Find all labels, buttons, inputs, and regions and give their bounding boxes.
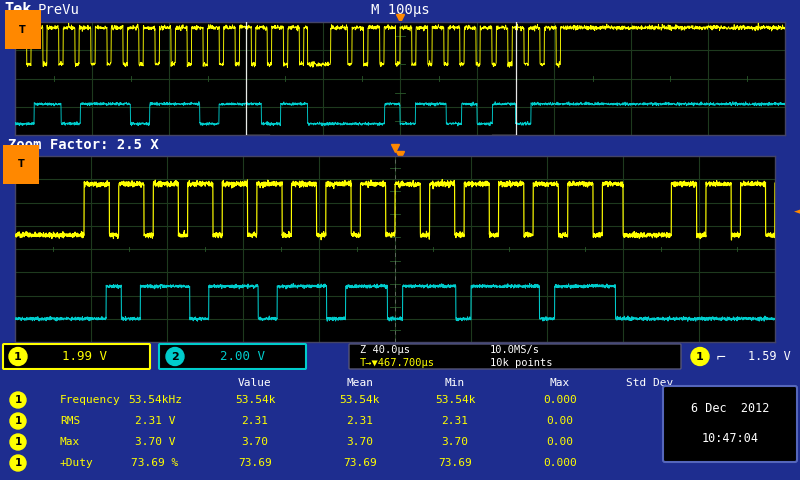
FancyBboxPatch shape — [159, 344, 306, 369]
Text: M 100μs: M 100μs — [370, 3, 430, 17]
Text: 1: 1 — [14, 437, 22, 447]
Circle shape — [10, 434, 26, 450]
Text: 0.000: 0.000 — [543, 395, 577, 405]
Circle shape — [10, 455, 26, 471]
Text: ◄: ◄ — [794, 205, 800, 218]
Text: 2.31: 2.31 — [442, 416, 469, 426]
Text: 1: 1 — [696, 351, 704, 361]
Text: 1: 1 — [14, 351, 22, 361]
Circle shape — [166, 348, 184, 365]
Circle shape — [9, 348, 27, 365]
Text: 1: 1 — [14, 458, 22, 468]
Text: 2: 2 — [171, 351, 179, 361]
Text: T: T — [19, 25, 26, 35]
Text: +Duty: +Duty — [60, 458, 94, 468]
Circle shape — [691, 348, 709, 365]
Text: 0.000: 0.000 — [543, 458, 577, 468]
Text: 1: 1 — [14, 395, 22, 405]
Text: 2.31 V: 2.31 V — [134, 416, 175, 426]
Text: T: T — [18, 159, 25, 169]
Text: Frequency: Frequency — [60, 395, 121, 405]
Text: Value: Value — [238, 378, 272, 388]
Text: 3.70: 3.70 — [442, 437, 469, 447]
Text: Max: Max — [60, 437, 80, 447]
Text: RMS: RMS — [60, 416, 80, 426]
Text: ⌐: ⌐ — [716, 350, 726, 363]
Text: 73.69: 73.69 — [438, 458, 472, 468]
Text: 73.69 %: 73.69 % — [131, 458, 178, 468]
Circle shape — [10, 413, 26, 429]
Text: 10.0MS/s: 10.0MS/s — [490, 345, 540, 355]
Text: Tek: Tek — [4, 2, 31, 17]
Text: 53.54k: 53.54k — [234, 395, 275, 405]
Text: T→▼467.700μs: T→▼467.700μs — [360, 358, 435, 368]
FancyBboxPatch shape — [663, 386, 797, 462]
Text: 0.00: 0.00 — [546, 416, 574, 426]
Text: 73.69: 73.69 — [343, 458, 377, 468]
Text: 1.59 V: 1.59 V — [748, 350, 790, 363]
Text: 73.69: 73.69 — [238, 458, 272, 468]
Text: 3.70: 3.70 — [346, 437, 374, 447]
Text: 3.70 V: 3.70 V — [134, 437, 175, 447]
Text: Mean: Mean — [346, 378, 374, 388]
Text: 6 Dec  2012: 6 Dec 2012 — [691, 401, 769, 415]
Text: Min: Min — [445, 378, 465, 388]
Text: 2.31: 2.31 — [242, 416, 269, 426]
Text: Max: Max — [550, 378, 570, 388]
FancyBboxPatch shape — [349, 344, 681, 369]
Text: Std Dev: Std Dev — [626, 378, 674, 388]
Text: 10k points: 10k points — [490, 358, 553, 368]
Text: 2.00 V: 2.00 V — [221, 350, 266, 363]
Text: 53.54k: 53.54k — [434, 395, 475, 405]
Text: 53.54kHz: 53.54kHz — [128, 395, 182, 405]
Text: 1: 1 — [14, 416, 22, 426]
FancyBboxPatch shape — [3, 344, 150, 369]
Text: 0.00: 0.00 — [546, 437, 574, 447]
Text: 2.31: 2.31 — [346, 416, 374, 426]
Text: Z 40.0μs: Z 40.0μs — [360, 345, 410, 355]
Text: 10:47:04: 10:47:04 — [702, 432, 758, 444]
Text: PreVu: PreVu — [38, 3, 80, 17]
Text: 3.70: 3.70 — [242, 437, 269, 447]
Text: 53.54k: 53.54k — [340, 395, 380, 405]
Text: Zoom Factor: 2.5 X: Zoom Factor: 2.5 X — [8, 138, 158, 152]
Circle shape — [10, 392, 26, 408]
Text: 1.99 V: 1.99 V — [62, 350, 107, 363]
